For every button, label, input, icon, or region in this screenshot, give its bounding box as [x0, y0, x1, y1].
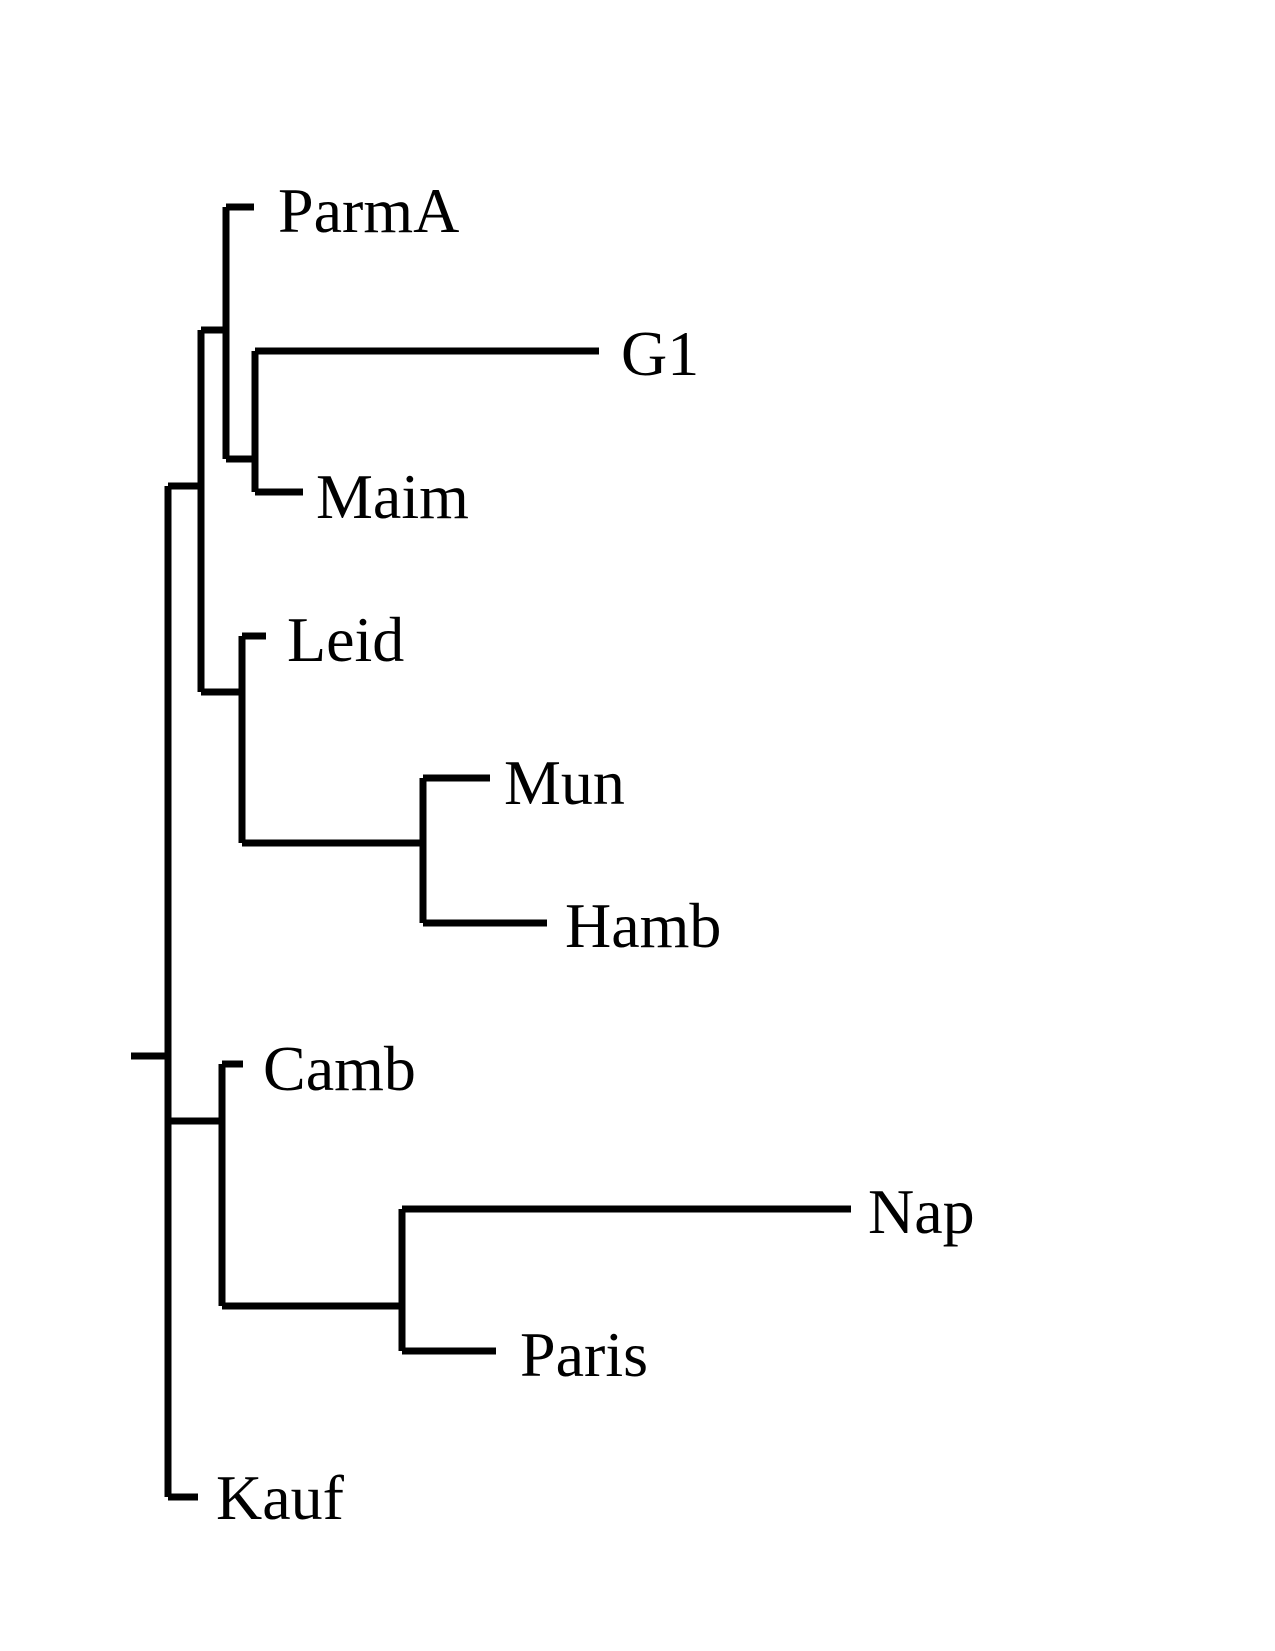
leaf-label-kauf: Kauf: [216, 1462, 345, 1533]
leaf-label-nap: Nap: [868, 1176, 975, 1247]
leaf-label-parma: ParmA: [278, 175, 459, 246]
leaf-label-maim: Maim: [316, 461, 469, 532]
leaf-label-leid: Leid: [287, 604, 404, 675]
leaf-label-paris: Paris: [520, 1319, 648, 1390]
leaf-label-mun: Mun: [504, 747, 625, 818]
leaf-label-camb: Camb: [263, 1033, 416, 1104]
leaf-label-hamb: Hamb: [565, 890, 721, 961]
leaf-label-g1: G1: [621, 318, 699, 389]
